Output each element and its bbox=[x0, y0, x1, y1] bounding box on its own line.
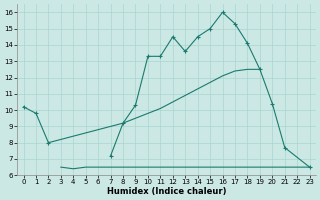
X-axis label: Humidex (Indice chaleur): Humidex (Indice chaleur) bbox=[107, 187, 226, 196]
